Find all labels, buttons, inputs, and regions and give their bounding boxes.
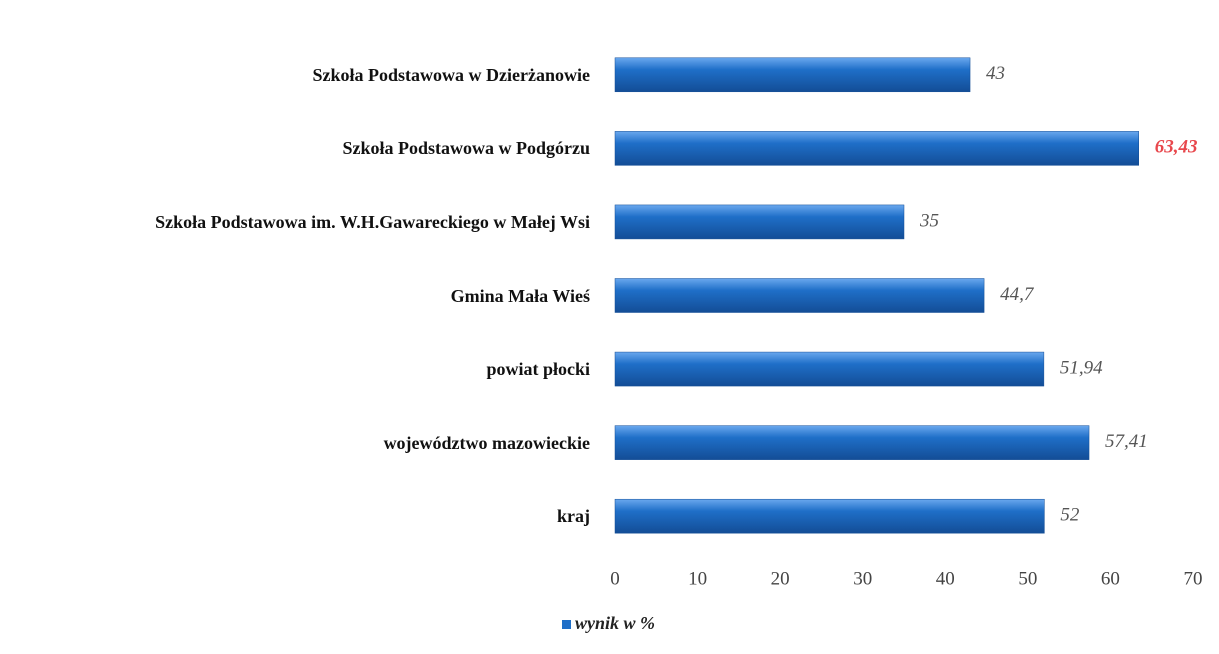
category-label: powiat płocki	[486, 359, 590, 380]
value-label: 43	[986, 63, 1005, 84]
value-label: 57,41	[1105, 431, 1148, 452]
value-label: 35	[919, 210, 939, 231]
category-label: Szkoła Podstawowa w Podgórzu	[342, 138, 590, 159]
x-tick-label: 70	[1184, 568, 1203, 589]
bar	[614, 498, 1045, 534]
category-label: województwo mazowieckie	[383, 432, 590, 453]
legend-swatch	[562, 620, 571, 629]
bar	[614, 204, 905, 240]
x-tick-label: 10	[688, 568, 707, 589]
x-tick-label: 30	[853, 568, 872, 589]
bar	[614, 57, 971, 93]
x-tick-label: 50	[1018, 568, 1037, 589]
bar	[614, 351, 1045, 387]
bar	[614, 131, 1140, 166]
category-label: Szkoła Podstawowa im. W.H.Gawareckiego w…	[155, 211, 590, 232]
x-tick-label: 60	[1101, 568, 1120, 589]
bar	[614, 425, 1090, 460]
value-label: 51,94	[1060, 357, 1103, 378]
category-label: Gmina Mała Wieś	[450, 285, 590, 306]
value-label: 52	[1060, 505, 1080, 526]
x-tick-label: 0	[610, 568, 620, 589]
x-tick-label: 20	[771, 568, 790, 589]
value-label: 63,43	[1155, 137, 1198, 158]
category-label: kraj	[557, 506, 590, 527]
x-tick-label: 40	[936, 568, 955, 589]
legend-label: wynik w %	[575, 613, 655, 633]
category-label: Szkoła Podstawowa w Dzierżanowie	[312, 64, 590, 85]
value-label: 44,7	[1000, 284, 1035, 305]
bar	[614, 278, 985, 313]
